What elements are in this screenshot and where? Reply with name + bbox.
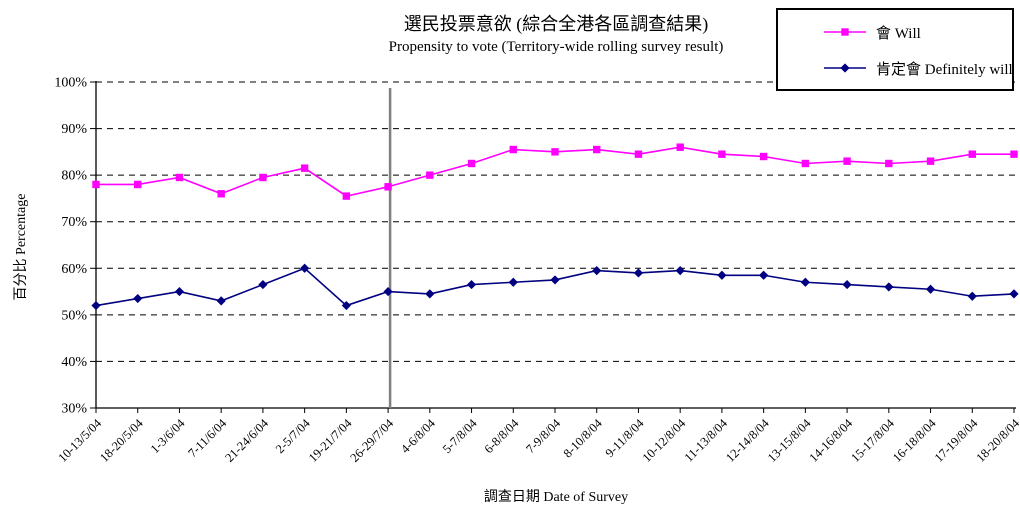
data-point-marker bbox=[968, 150, 976, 158]
data-point-marker bbox=[634, 150, 643, 158]
x-axis-tick-label: 1-3/6/04 bbox=[148, 416, 188, 456]
data-point-marker bbox=[91, 300, 101, 311]
y-axis-tick-label: 100% bbox=[54, 76, 87, 91]
data-point-marker bbox=[509, 145, 517, 154]
data-point-marker bbox=[884, 282, 894, 292]
data-point-marker bbox=[925, 284, 936, 294]
x-axis-tick-label: 26-29/7/04 bbox=[348, 416, 397, 465]
legend: 會 Will 肯定會 Definitely will bbox=[776, 8, 1014, 91]
data-point-marker bbox=[174, 286, 185, 297]
data-point-marker bbox=[92, 180, 100, 189]
data-point-marker bbox=[134, 180, 142, 189]
y-axis-tick-label: 80% bbox=[61, 169, 87, 184]
x-axis-tick-label: 19-21/7/04 bbox=[306, 416, 355, 465]
x-axis-tick-label: 15-17/8/04 bbox=[848, 416, 897, 465]
definitely-will-series-marker-icon bbox=[824, 63, 866, 73]
data-point-marker bbox=[425, 289, 435, 299]
x-axis-tick-label: 10-12/8/04 bbox=[640, 416, 689, 465]
y-axis-tick-label: 50% bbox=[61, 308, 87, 323]
y-axis-tick-label: 30% bbox=[61, 402, 87, 417]
x-axis-tick-label: 4-6/8/04 bbox=[398, 416, 438, 456]
x-axis-tick-label: 10-13/5/04 bbox=[55, 416, 104, 465]
will-series-marker-icon bbox=[824, 28, 866, 36]
x-axis-tick-label: 13-15/8/04 bbox=[765, 416, 814, 465]
data-point-marker bbox=[300, 164, 309, 172]
legend-item-definitely-will: 肯定會 Definitely will bbox=[822, 60, 1013, 78]
x-axis-tick-label: 18-20/5/04 bbox=[97, 416, 146, 465]
data-point-marker bbox=[759, 152, 768, 161]
x-axis-tick-label: 6-8/8/04 bbox=[482, 416, 522, 456]
data-point-marker bbox=[759, 270, 769, 280]
data-point-marker bbox=[843, 157, 851, 165]
series-line-1 bbox=[95, 267, 1015, 307]
data-point-marker bbox=[1009, 289, 1019, 299]
legend-label-will: 會 Will bbox=[876, 25, 921, 42]
data-point-marker bbox=[1010, 150, 1018, 158]
data-point-marker bbox=[718, 150, 726, 158]
y-axis-tick-label: 90% bbox=[61, 122, 87, 137]
data-point-marker bbox=[593, 145, 601, 154]
legend-sample-marker bbox=[840, 63, 850, 73]
data-point-marker bbox=[259, 173, 267, 182]
x-axis-tick-label: 2-5/7/04 bbox=[273, 416, 313, 456]
data-point-marker bbox=[300, 263, 310, 273]
data-point-marker bbox=[801, 159, 810, 168]
data-point-marker bbox=[508, 277, 518, 287]
legend-sample-marker bbox=[841, 28, 849, 36]
data-point-marker bbox=[384, 183, 392, 191]
legend-label-definitely-will: 肯定會 Definitely will bbox=[876, 61, 1013, 78]
data-point-marker bbox=[967, 291, 977, 301]
data-point-marker bbox=[675, 266, 685, 276]
data-point-marker bbox=[175, 173, 184, 182]
data-point-marker bbox=[383, 286, 393, 297]
legend-item-will: 會 Will bbox=[822, 24, 921, 42]
data-point-marker bbox=[800, 277, 810, 287]
data-point-marker bbox=[550, 275, 560, 285]
data-point-marker bbox=[842, 279, 852, 290]
data-point-marker bbox=[885, 159, 893, 168]
data-point-marker bbox=[592, 266, 602, 276]
x-axis-tick-label: 14-16/8/04 bbox=[807, 416, 856, 465]
x-axis-tick-label: 17-19/8/04 bbox=[932, 416, 981, 465]
data-point-marker bbox=[342, 192, 351, 200]
data-point-marker bbox=[717, 270, 727, 280]
data-point-marker bbox=[676, 143, 684, 151]
x-axis-tick-label: 12-14/8/04 bbox=[723, 416, 772, 465]
data-point-marker bbox=[258, 279, 268, 290]
data-point-marker bbox=[217, 190, 225, 198]
data-point-marker bbox=[341, 300, 351, 311]
data-point-marker bbox=[426, 171, 434, 179]
y-axis-tick-label: 60% bbox=[61, 262, 87, 277]
data-point-marker bbox=[466, 279, 477, 290]
x-axis-tick-label: 5-7/8/04 bbox=[440, 416, 480, 456]
y-axis-tick-label: 40% bbox=[61, 355, 87, 370]
x-axis-tick-label: 16-18/8/04 bbox=[890, 416, 939, 465]
x-axis-tick-label: 8-10/8/04 bbox=[561, 416, 606, 461]
x-axis-tick-label: 21-24/6/04 bbox=[222, 416, 271, 465]
data-point-marker bbox=[633, 268, 644, 278]
y-axis-tick-label: 70% bbox=[61, 215, 87, 230]
chart-title-en: Propensity to vote (Territory-wide rolli… bbox=[388, 39, 724, 55]
x-axis-tick-label: 11-13/8/04 bbox=[682, 416, 731, 465]
chart-title: 選民投票意欲 (綜合全港各區調查結果) Propensity to vote (… bbox=[96, 12, 1016, 58]
x-axis-title: 調查日期 Date of Survey bbox=[483, 490, 629, 505]
data-point-marker bbox=[133, 293, 143, 304]
data-point-marker bbox=[216, 296, 226, 306]
x-axis-tick-label: 18-20/8/04 bbox=[973, 416, 1020, 465]
data-point-marker bbox=[551, 148, 559, 156]
x-axis-tick-label: 7-9/8/04 bbox=[523, 416, 563, 456]
data-point-marker bbox=[926, 157, 935, 165]
data-point-marker bbox=[467, 159, 476, 168]
chart-title-zh: 選民投票意欲 (綜合全港各區調查結果) bbox=[403, 14, 709, 34]
